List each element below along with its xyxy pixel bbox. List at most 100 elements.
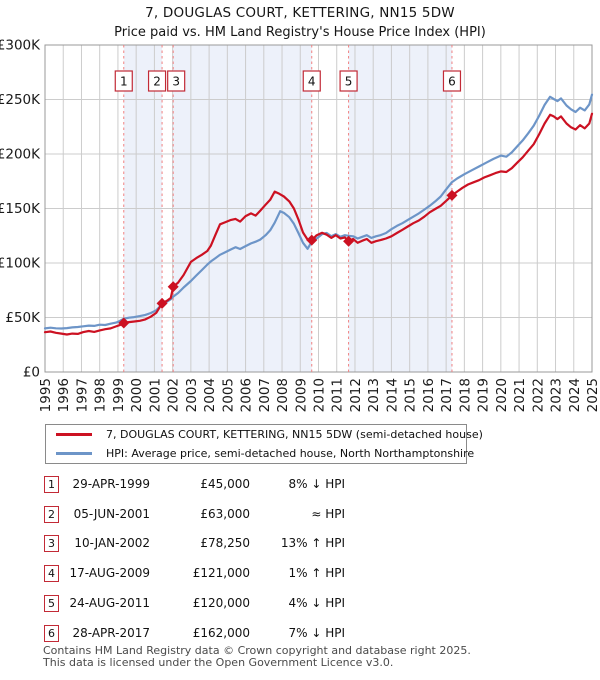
transaction-vs-hpi: 8% ↓ HPI <box>288 477 345 491</box>
property-line-swatch <box>56 433 92 436</box>
x-axis-year-label: 2018 <box>457 378 473 412</box>
transaction-number-badge: 1 <box>44 476 59 493</box>
transaction-number-badge: 6 <box>44 624 59 642</box>
x-axis-year-label: 1996 <box>56 378 72 412</box>
sale-number-label-2: 2 <box>153 75 161 89</box>
chart-legend: 7, DOUGLAS COURT, KETTERING, NN15 5DW (s… <box>45 424 483 464</box>
x-axis-year-label: 2003 <box>184 378 200 412</box>
transaction-row: 6 28-APR-2017 £162,000 7% ↓ HPI <box>0 624 600 645</box>
x-axis-year-label: 2002 <box>166 378 182 412</box>
x-axis-year-label: 2011 <box>330 378 346 412</box>
transaction-price: £45,000 <box>200 477 250 491</box>
transaction-number-badge: 2 <box>44 505 59 523</box>
transaction-price: £120,000 <box>192 595 250 610</box>
footer-line-2: This data is licensed under the Open Gov… <box>43 655 394 669</box>
transaction-number-badge: 5 <box>44 594 59 612</box>
x-axis-year-label: 2009 <box>293 378 309 412</box>
transaction-vs-hpi: 4% ↓ HPI <box>288 595 345 610</box>
x-axis-year-label: 2017 <box>439 378 455 412</box>
price-history-chart: £300K£250K£200K£150K£100K£50K£01 2 3 4 5 6199… <box>0 38 600 413</box>
transaction-date: 24-AUG-2011 <box>69 595 151 610</box>
sale-marker-diamond-1 <box>118 317 130 329</box>
page-title: 7, DOUGLAS COURT, KETTERING, NN15 5DW <box>145 5 455 21</box>
sale-number-label-5: 5 <box>345 75 353 89</box>
transaction-vs-hpi: ≈ HPI <box>311 506 345 521</box>
transaction-date: 29-APR-1999 <box>72 477 150 491</box>
sale-number-box-6 <box>442 70 462 92</box>
sale-number-label-4: 4 <box>308 75 316 89</box>
x-axis-year-label: 1998 <box>93 378 109 412</box>
x-axis-year-label: 2025 <box>585 378 600 412</box>
transaction-date: 05-JUN-2001 <box>73 506 150 521</box>
y-axis-tick-label: £150K <box>0 201 41 217</box>
x-axis-year-label: 2013 <box>366 378 382 412</box>
y-axis-tick-label: £100K <box>0 256 41 272</box>
sale-number-label-3: 3 <box>172 75 180 89</box>
y-axis-tick-label: £0 <box>23 365 40 381</box>
sale-number-box-3 <box>167 70 186 92</box>
sale-number-box-2 <box>147 70 167 92</box>
sale-marker-diamond-3 <box>167 281 179 293</box>
legend-item-property: 7, DOUGLAS COURT, KETTERING, NN15 5DW (s… <box>46 427 483 443</box>
x-axis-year-label: 2005 <box>220 378 236 412</box>
sale-marker-diamond-2 <box>156 297 168 309</box>
transaction-price: £63,000 <box>200 506 250 521</box>
sale-number-label-6: 6 <box>448 75 456 89</box>
x-axis-year-label: 2015 <box>403 378 419 412</box>
sale-marker-diamond-4 <box>306 234 318 246</box>
x-axis-year-label: 1999 <box>111 378 127 412</box>
y-axis-tick-label: £300K <box>0 38 41 54</box>
legend-item-hpi: HPI: Average price, semi-detached house,… <box>46 446 474 462</box>
legend-label: 7, DOUGLAS COURT, KETTERING, NN15 5DW (s… <box>106 428 483 441</box>
hpi-line-swatch <box>56 452 92 455</box>
plot-frame <box>44 44 593 373</box>
transaction-price: £121,000 <box>192 566 250 581</box>
page-subtitle: Price paid vs. HM Land Registry's House … <box>114 25 486 40</box>
x-axis-year-label: 2023 <box>549 378 565 412</box>
x-axis-year-label: 1995 <box>38 378 54 412</box>
transaction-date: 17-AUG-2009 <box>69 566 151 581</box>
x-axis-year-label: 2012 <box>348 378 364 412</box>
x-axis-year-label: 2016 <box>421 378 437 412</box>
sale-marker-diamond-5 <box>343 235 355 247</box>
transaction-vs-hpi: 13% ↑ HPI <box>280 536 345 551</box>
transaction-number-badge: 4 <box>44 565 59 583</box>
transaction-row: 5 24-AUG-2011 £120,000 4% ↓ HPI <box>0 594 600 615</box>
transaction-vs-hpi: 1% ↑ HPI <box>288 566 345 581</box>
transaction-row: 3 10-JAN-2002 £78,250 13% ↑ HPI <box>0 535 600 555</box>
x-axis-year-label: 1997 <box>74 378 90 412</box>
y-axis-tick-label: £50K <box>5 310 41 326</box>
legend-label: HPI: Average price, semi-detached house,… <box>106 447 475 460</box>
transaction-date: 28-APR-2017 <box>72 625 150 640</box>
y-axis-tick-label: £250K <box>0 92 41 108</box>
sale-marker-diamond-6 <box>446 189 458 201</box>
sale-number-box-5 <box>339 70 358 92</box>
transaction-row: 4 17-AUG-2009 £121,000 1% ↑ HPI <box>0 565 600 585</box>
x-axis-year-label: 2010 <box>312 378 328 412</box>
x-axis-year-label: 2021 <box>512 378 528 412</box>
sale-number-box-4 <box>302 70 321 92</box>
x-axis-year-label: 2001 <box>147 378 163 412</box>
transaction-number-badge: 3 <box>44 535 59 553</box>
x-axis-year-label: 2022 <box>530 378 546 412</box>
transaction-price: £162,000 <box>192 625 250 640</box>
x-axis-year-label: 2008 <box>275 378 291 412</box>
x-axis-year-label: 2014 <box>384 378 400 412</box>
transaction-price: £78,250 <box>200 536 250 551</box>
y-axis-tick-label: £200K <box>0 147 41 163</box>
x-axis-year-label: 2006 <box>239 378 255 412</box>
transaction-row: 1 29-APR-1999 £45,000 8% ↓ HPI <box>0 476 600 496</box>
footer-line-1: Contains HM Land Registry data © Crown c… <box>43 644 471 657</box>
footer-copyright: Contains HM Land Registry data © Crown c… <box>43 645 599 668</box>
x-axis-year-label: 2000 <box>129 378 145 412</box>
x-axis-year-label: 2007 <box>257 378 273 412</box>
x-axis-year-label: 2024 <box>567 378 583 412</box>
transaction-date: 10-JAN-2002 <box>74 536 150 551</box>
property-series-line <box>43 112 594 336</box>
x-axis-year-label: 2020 <box>494 378 510 412</box>
sale-number-label-1: 1 <box>120 75 128 89</box>
transaction-row: 2 05-JUN-2001 £63,000 ≈ HPI <box>0 505 600 526</box>
transaction-vs-hpi: 7% ↓ HPI <box>288 625 345 640</box>
x-axis-year-label: 2004 <box>202 378 218 412</box>
